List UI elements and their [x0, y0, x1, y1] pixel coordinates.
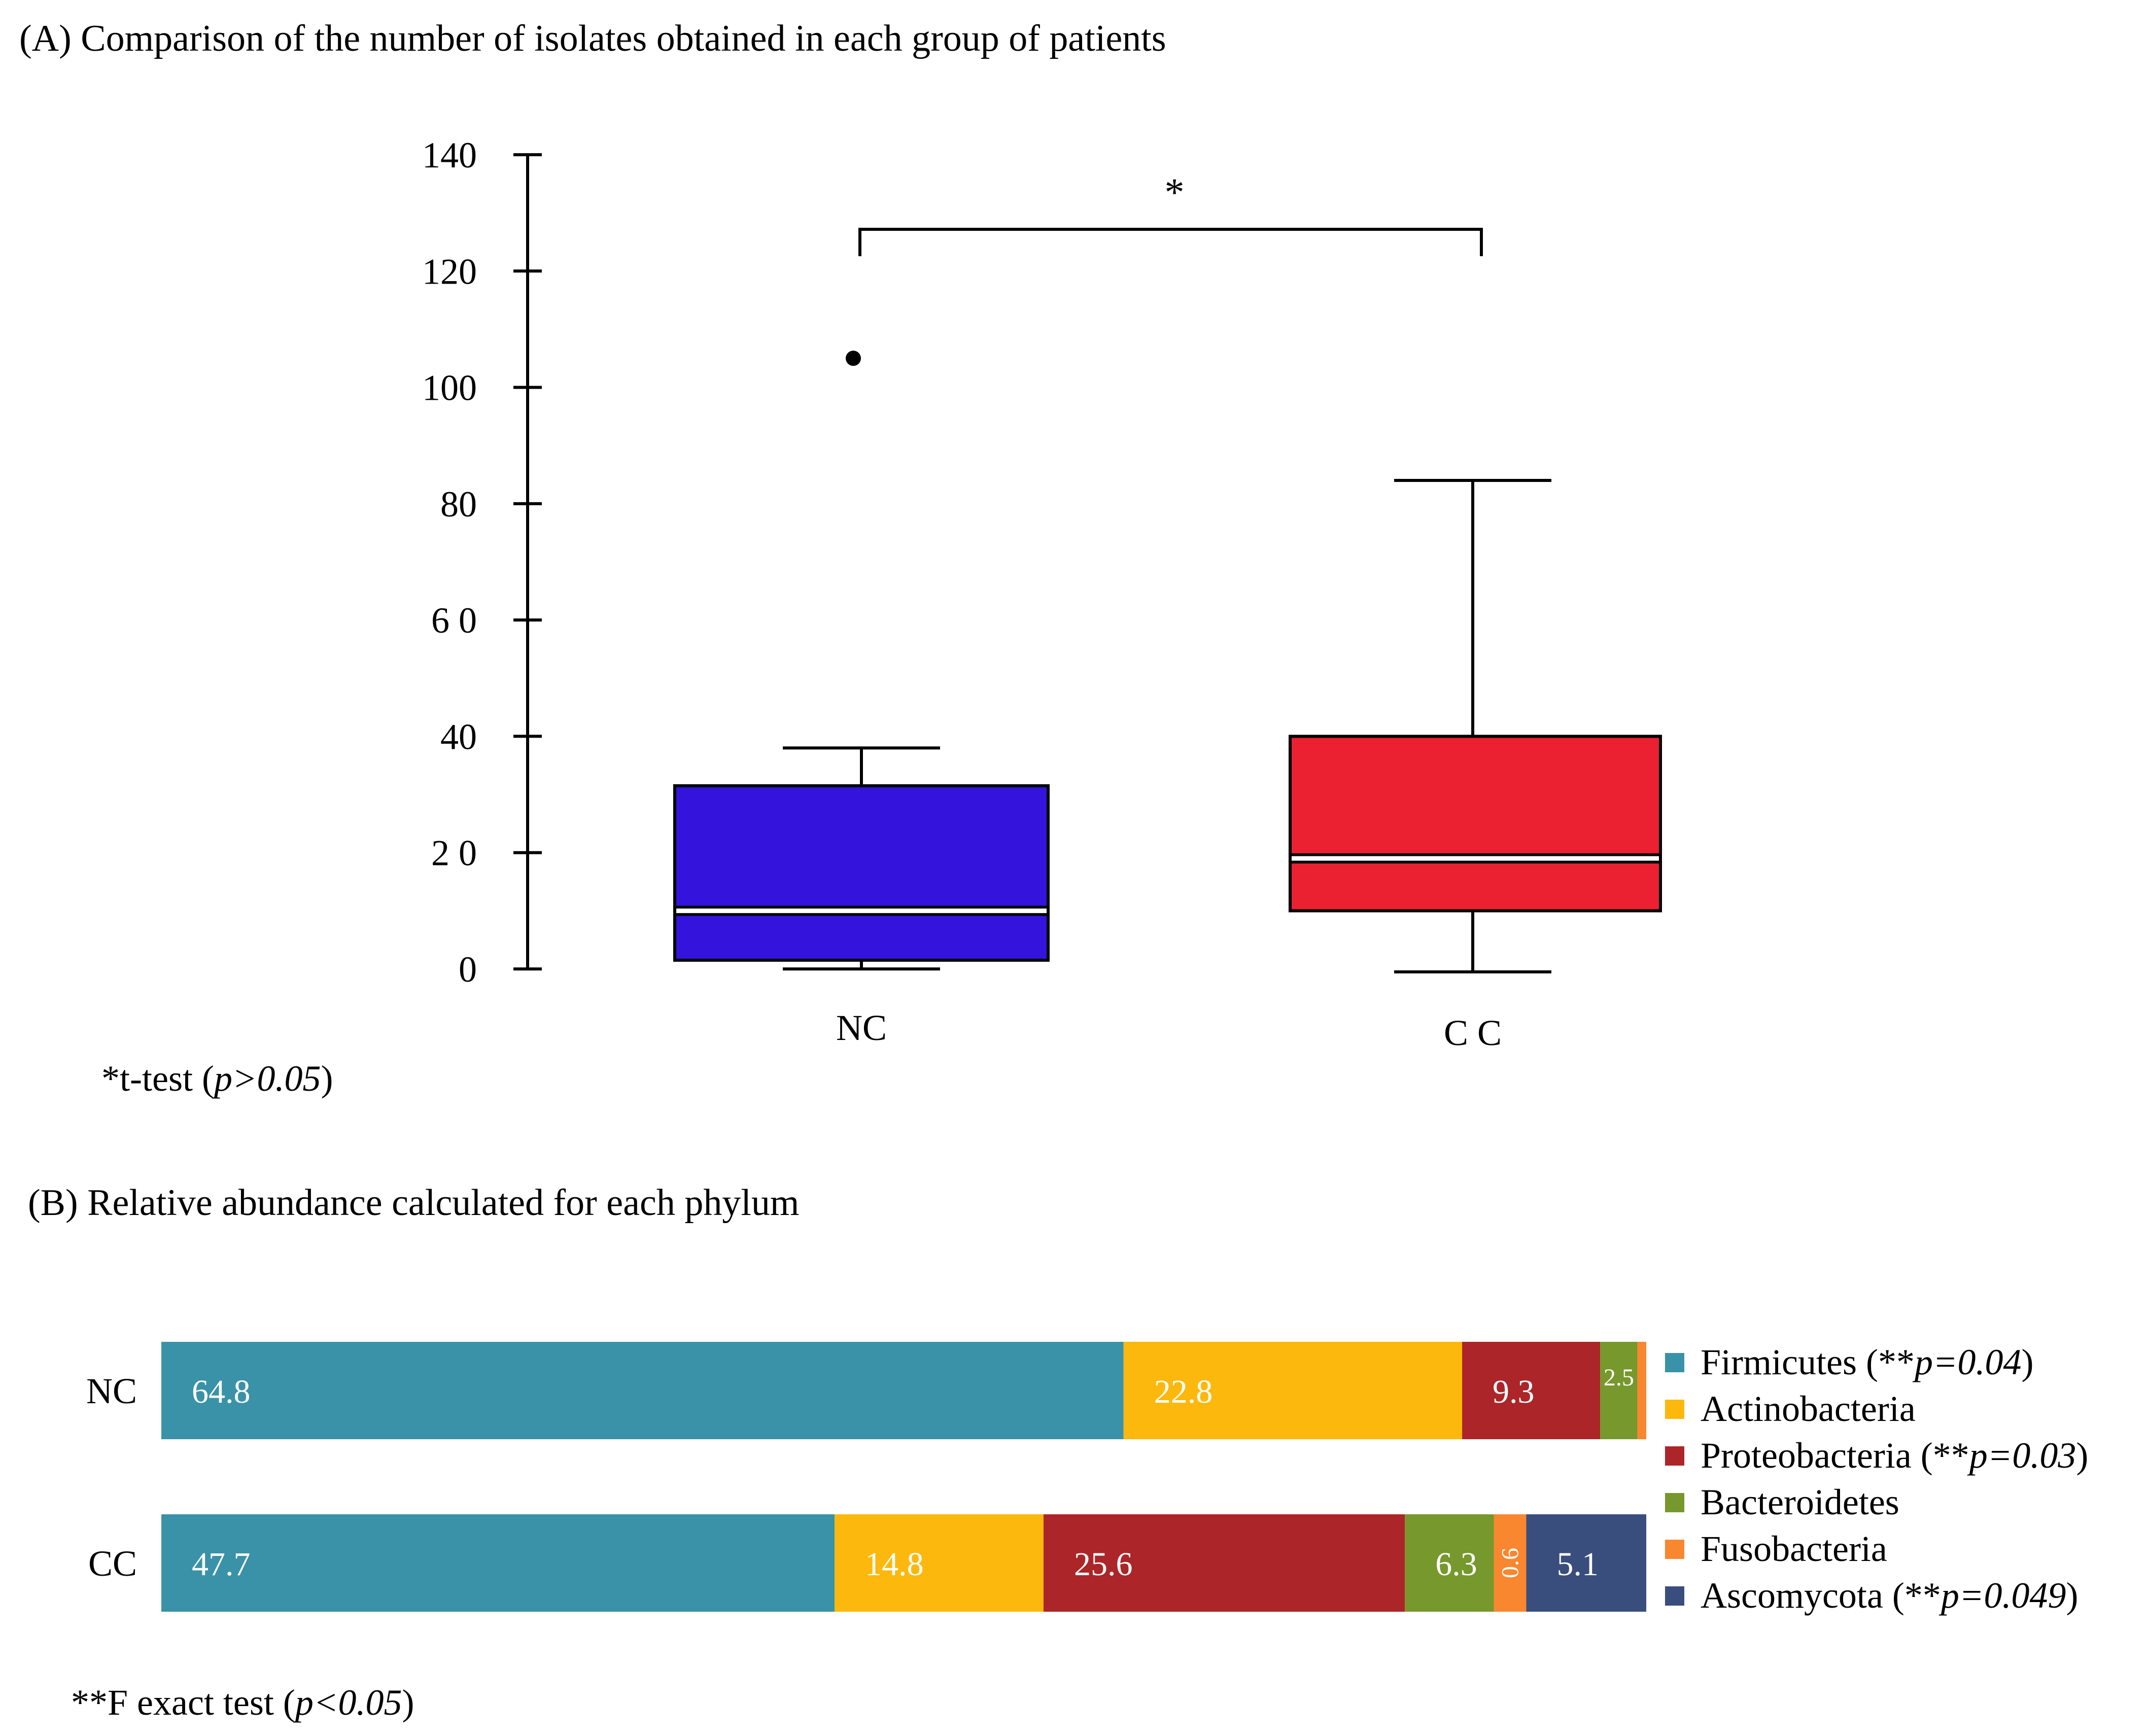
legend-label-suffix: ): [2066, 1575, 2078, 1616]
legend-label-italic: p=0.03: [1967, 1435, 2076, 1476]
legend-label-text: Proteobacteria (**: [1701, 1435, 1969, 1476]
category-label: CC: [88, 1543, 137, 1584]
bar-row-cc: CC 47.7 14.8 25.6 6.3 0.6 5.1: [88, 1514, 1646, 1612]
bar-row-nc: NC 64.8 22.8 9.3 2.5: [86, 1342, 1646, 1439]
data-label: 47.7: [192, 1546, 251, 1583]
legend-item-actinobacteria: Actinobacteria: [1665, 1388, 1916, 1429]
data-label: 0.6: [1497, 1548, 1524, 1578]
data-label: 6.3: [1435, 1546, 1477, 1583]
legend-swatch: [1665, 1400, 1684, 1419]
panel-a-title: (A) Comparison of the number of isolates…: [19, 18, 1166, 59]
bar-segment-actinobacteria: [835, 1514, 1044, 1612]
footnote-a-italic: p>0.05: [212, 1058, 321, 1099]
box-c-c: C C: [1289, 479, 1662, 1053]
panel-b-title: (B) Relative abundance calculated for ea…: [28, 1182, 799, 1224]
footnote-a-suffix: ): [321, 1058, 333, 1099]
outlier-point: [846, 351, 861, 366]
data-label: 22.8: [1154, 1373, 1213, 1410]
stacked-bar-area: NC 64.8 22.8 9.3 2.5 CC 47.7 14.8 25.6 6.3 0.6 5.1: [86, 1342, 1646, 1612]
panel-a-footnote: *t-test (p>0.05): [101, 1058, 333, 1099]
footnote-b-prefix: **F exact test (: [71, 1682, 295, 1723]
box-iqr: [673, 784, 1050, 962]
bar-segment-actinobacteria: [1123, 1342, 1463, 1439]
legend-label-text: Fusobacteria: [1701, 1529, 1887, 1569]
legend-item-firmicutes: Firmicutes (**p=0.04): [1665, 1342, 2034, 1382]
legend-label-text: Bacteroidetes: [1701, 1482, 1899, 1522]
legend-label-text: Firmicutes (**: [1701, 1342, 1915, 1382]
box-nc: NC: [673, 351, 1050, 1048]
footnote-b-suffix: ): [402, 1682, 414, 1723]
legend-swatch: [1665, 1353, 1684, 1372]
bracket-line: [858, 228, 1483, 256]
legend-swatch: [1665, 1586, 1684, 1606]
legend-item-proteobacteria: Proteobacteria (**p=0.03): [1665, 1435, 2088, 1476]
y-tick-label: 40: [440, 716, 477, 757]
legend-label-suffix: ): [2076, 1435, 2088, 1476]
legend-swatch: [1665, 1446, 1684, 1466]
legend-item-bacteroidetes: Bacteroidetes: [1665, 1482, 1899, 1522]
legend-item-ascomycota: Ascomycota (**p=0.049): [1665, 1575, 2078, 1616]
legend-swatch: [1665, 1540, 1684, 1559]
legend-label: Firmicutes (**p=0.04): [1701, 1342, 2034, 1382]
y-tick-label: 0: [459, 949, 477, 990]
data-label: 64.8: [192, 1373, 251, 1410]
bar-segment-bacteroidetes: [1405, 1514, 1494, 1612]
bar-segment-firmicutes: [161, 1514, 835, 1612]
legend-label: Ascomycota (**p=0.049): [1701, 1575, 2078, 1616]
significance-bracket: *: [858, 170, 1483, 256]
legend-label: Bacteroidetes: [1701, 1482, 1899, 1522]
box-iqr: [1289, 735, 1662, 913]
data-label: 9.3: [1493, 1373, 1535, 1410]
legend-label-suffix: ): [2022, 1342, 2034, 1382]
legend-swatch: [1665, 1493, 1684, 1512]
significance-marker: *: [1165, 170, 1185, 214]
data-label: 25.6: [1074, 1546, 1133, 1583]
legend-label-text: Ascomycota (**: [1701, 1575, 1941, 1616]
legend-label-italic: p=0.049: [1938, 1575, 2066, 1616]
y-tick-label: 140: [422, 135, 477, 176]
bar-segment-proteobacteria: [1462, 1342, 1601, 1439]
bar-segment-bacteroidetes: [1600, 1342, 1638, 1439]
legend-label-text: Actinobacteria: [1701, 1388, 1916, 1429]
legend-label-italic: p=0.04: [1912, 1342, 2022, 1382]
legend-label: Proteobacteria (**p=0.03): [1701, 1435, 2088, 1476]
bar-segment-ascomycota: [1526, 1514, 1646, 1612]
y-tick-label: 80: [440, 484, 477, 525]
x-category-label: NC: [836, 1008, 887, 1048]
y-tick-label: 6 0: [431, 600, 477, 641]
y-tick-label: 120: [422, 251, 477, 292]
bar-segment-proteobacteria: [1043, 1514, 1405, 1612]
panel-b-footnote: **F exact test (p<0.05): [71, 1682, 414, 1723]
x-category-label: C C: [1444, 1013, 1502, 1053]
y-tick-label: 2 0: [431, 833, 477, 874]
bar-segment-fusobacteria: [1494, 1514, 1527, 1612]
footnote-b-italic: p<0.05: [293, 1682, 402, 1723]
legend-label: Actinobacteria: [1701, 1388, 1916, 1429]
data-label: 2.5: [1604, 1364, 1634, 1391]
legend: Firmicutes (**p=0.04) Actinobacteria Prote…: [1665, 1342, 2088, 1616]
category-label: NC: [86, 1371, 137, 1411]
y-tick-label: 100: [422, 368, 477, 408]
data-label: 5.1: [1557, 1546, 1599, 1583]
box-plot-area: NC C C: [673, 351, 1662, 1053]
footnote-a-prefix: *t-test (: [101, 1058, 214, 1099]
legend-item-fusobacteria: Fusobacteria: [1665, 1529, 1887, 1569]
data-label: 14.8: [865, 1546, 924, 1583]
bar-segment-fusobacteria: [1637, 1342, 1646, 1439]
legend-label: Fusobacteria: [1701, 1529, 1887, 1569]
bar-segment-firmicutes: [161, 1342, 1124, 1439]
